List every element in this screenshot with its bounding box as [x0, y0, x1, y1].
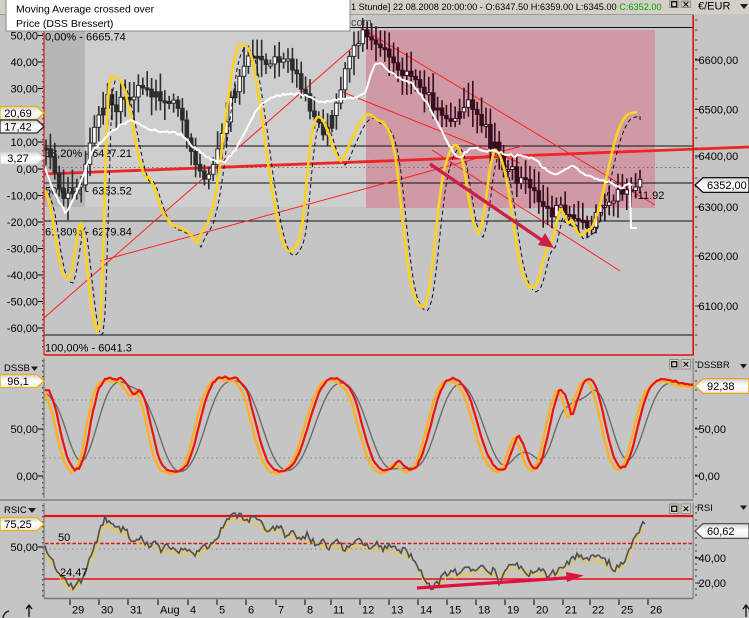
svg-text:15: 15 [449, 605, 461, 617]
svg-text:RSIC: RSIC [4, 505, 27, 516]
svg-text:12: 12 [362, 605, 374, 617]
svg-text:-10,00: -10,00 [7, 190, 38, 202]
svg-text:RSI: RSI [697, 503, 713, 514]
svg-text:18: 18 [478, 605, 490, 617]
svg-text:60,62: 60,62 [707, 526, 735, 538]
svg-text:0,00: 0,00 [17, 471, 38, 483]
svg-text:6100,00: 6100,00 [699, 301, 739, 313]
svg-text:26: 26 [650, 605, 662, 617]
svg-text:20,69: 20,69 [4, 108, 32, 120]
svg-text:6300,00: 6300,00 [699, 202, 739, 214]
svg-text:21: 21 [565, 605, 577, 617]
svg-text:10,00: 10,00 [10, 137, 38, 149]
svg-text:-30,00: -30,00 [7, 243, 38, 255]
svg-text:5: 5 [219, 605, 225, 617]
svg-text:6200,00: 6200,00 [699, 251, 739, 263]
svg-text:24,47: 24,47 [60, 567, 88, 579]
svg-text:50,00: 50,00 [699, 424, 727, 436]
svg-text:61,80% - 6279.84: 61,80% - 6279.84 [45, 227, 132, 239]
svg-text:30,00: 30,00 [10, 83, 38, 95]
svg-text:6: 6 [248, 605, 254, 617]
svg-text:7: 7 [278, 605, 284, 617]
svg-text:17,42: 17,42 [4, 122, 32, 134]
svg-text:-40,00: -40,00 [7, 270, 38, 282]
svg-text:8: 8 [307, 605, 313, 617]
svg-text:92,38: 92,38 [707, 381, 735, 393]
svg-text:4: 4 [190, 605, 196, 617]
svg-text:29: 29 [72, 605, 84, 617]
svg-text:€/EUR: €/EUR [698, 1, 730, 13]
svg-text:96,1: 96,1 [7, 376, 28, 388]
svg-text:25: 25 [621, 605, 633, 617]
svg-text:6600,00: 6600,00 [699, 55, 739, 67]
svg-text:Aug: Aug [160, 605, 180, 617]
svg-text:Moving Average crossed over: Moving Average crossed over [16, 4, 155, 16]
svg-text:Price (DSS Bressert): Price (DSS Bressert) [16, 18, 113, 30]
svg-text:-60,00: -60,00 [7, 323, 38, 335]
svg-text:100,00% - 6041.3: 100,00% - 6041.3 [45, 343, 132, 355]
svg-text:30: 30 [101, 605, 113, 617]
svg-text:22: 22 [592, 605, 604, 617]
svg-text:0,00: 0,00 [17, 164, 38, 176]
svg-text:11: 11 [333, 605, 344, 617]
svg-text:1 Stunde] 22.08.2008 20:00:00: 1 Stunde] 22.08.2008 20:00:00 - O:6347.5… [351, 2, 662, 12]
svg-text:75,25: 75,25 [4, 519, 32, 531]
svg-text:50,00: 50,00 [10, 542, 38, 554]
svg-text:19: 19 [507, 605, 519, 617]
svg-text:14: 14 [420, 605, 432, 617]
svg-text:6400,00: 6400,00 [699, 151, 739, 163]
svg-text:40,00: 40,00 [10, 57, 38, 69]
svg-text:50,00: 50,00 [10, 424, 38, 436]
svg-text:0,00: 0,00 [699, 471, 720, 483]
svg-text:20,00: 20,00 [699, 578, 727, 590]
svg-text:-20,00: -20,00 [7, 217, 38, 229]
svg-text:DSSBR: DSSBR [697, 360, 730, 371]
svg-text:50: 50 [58, 532, 70, 544]
svg-text:-11.92: -11.92 [634, 190, 664, 202]
svg-text:13: 13 [391, 605, 403, 617]
svg-text:20: 20 [536, 605, 548, 617]
svg-text:-50,00: -50,00 [7, 296, 38, 308]
svg-text:DSSB: DSSB [4, 363, 30, 374]
svg-text:50,00: 50,00 [10, 30, 38, 42]
svg-text:6500,00: 6500,00 [699, 104, 739, 116]
svg-text:0,00% - 6665.74: 0,00% - 6665.74 [45, 32, 126, 44]
svg-text:40,00: 40,00 [699, 553, 727, 565]
svg-text:31: 31 [130, 605, 142, 617]
svg-text:6352,00: 6352,00 [707, 180, 747, 192]
svg-text:3,27: 3,27 [7, 153, 28, 165]
